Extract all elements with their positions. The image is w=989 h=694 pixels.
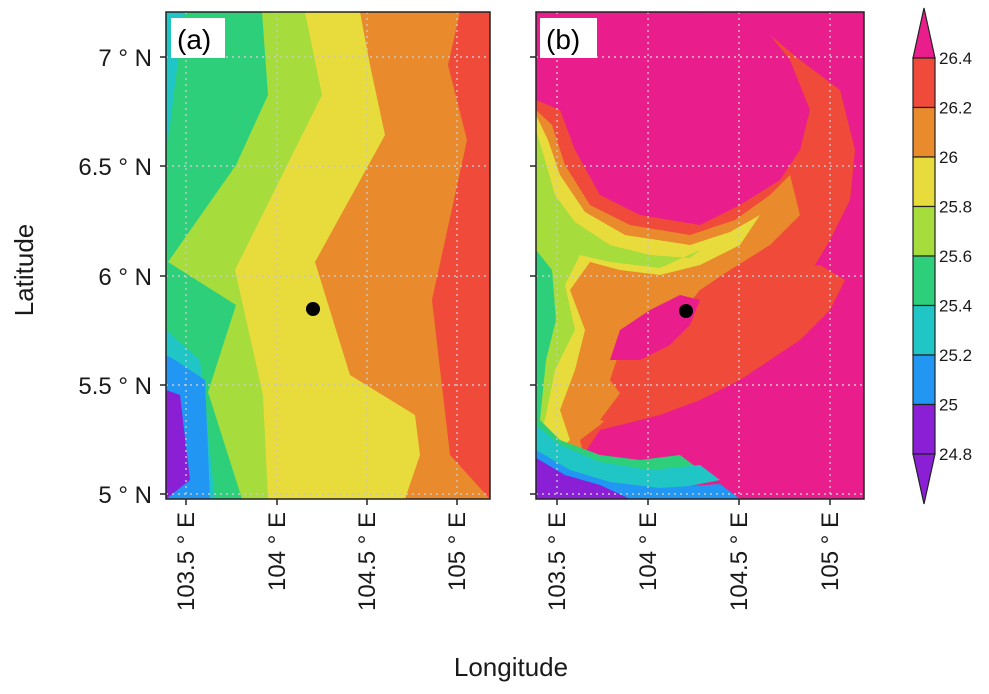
station-marker-a bbox=[306, 302, 320, 316]
colorbar-label: 25 bbox=[939, 396, 958, 415]
lon-tick-label: 105 ° E bbox=[444, 512, 471, 591]
panel-a-grid bbox=[166, 12, 490, 499]
station-marker-b bbox=[679, 304, 693, 318]
lon-ticks-b: 103.5 ° E 104 ° E 104.5 ° E 105 ° E bbox=[544, 499, 844, 611]
lat-tick-label: 5 ° N bbox=[98, 482, 152, 509]
colorbar-label: 25.4 bbox=[939, 297, 972, 316]
colorbar-segment bbox=[912, 106, 936, 158]
panel-a: (a) 7 ° N 6.5 ° N 6 ° N 5.5 ° N 5 ° N 10… bbox=[78, 11, 491, 611]
panel-b-frame bbox=[535, 11, 865, 500]
panel-b-label: (b) bbox=[546, 24, 580, 55]
lon-tick-label: 104 ° E bbox=[264, 512, 291, 591]
lat-tick-label: 6 ° N bbox=[98, 264, 152, 291]
colorbar-segment bbox=[912, 354, 936, 406]
panel-a-label: (a) bbox=[177, 24, 211, 55]
lon-tick-label: 105 ° E bbox=[817, 512, 844, 591]
colorbar-extend-top bbox=[912, 7, 936, 59]
colorbar-extend-bottom bbox=[912, 453, 936, 505]
colorbar-segment bbox=[912, 205, 936, 257]
colorbar-segment bbox=[912, 156, 936, 208]
panel-a-map bbox=[166, 12, 490, 499]
lon-tick-label: 104.5 ° E bbox=[354, 512, 381, 611]
field-26.2-tongue bbox=[600, 265, 845, 425]
field-26.4-tongue bbox=[610, 295, 700, 360]
lon-tick-label: 104 ° E bbox=[635, 512, 662, 591]
field-26.4-north bbox=[560, 14, 790, 200]
lon-tick-label: 103.5 ° E bbox=[173, 512, 200, 611]
panel-a-label-box bbox=[171, 18, 225, 58]
panel-b: (b) 103.5 ° E 104 ° E 104.5 ° E 105 ° E bbox=[530, 11, 865, 611]
colorbar: 26.4 26.2 26 25.8 25.6 25.4 25.2 25 24.8 bbox=[912, 7, 972, 505]
lat-ticks-a: 7 ° N 6.5 ° N 6 ° N 5.5 ° N 5 ° N bbox=[78, 45, 166, 509]
colorbar-label: 26.2 bbox=[939, 99, 972, 118]
colorbar-label: 26 bbox=[939, 148, 958, 167]
colorbar-segment bbox=[912, 304, 936, 356]
colorbar-label: 25.8 bbox=[939, 198, 972, 217]
lat-tick-label: 6.5 ° N bbox=[78, 154, 152, 181]
panel-a-frame bbox=[165, 11, 491, 500]
lat-tick-label: 7 ° N bbox=[98, 45, 152, 72]
x-axis-title: Longitude bbox=[454, 652, 568, 682]
lat-ticks-b bbox=[530, 56, 536, 495]
y-axis-title: Latitude bbox=[9, 224, 39, 317]
panel-b-map bbox=[536, 12, 864, 499]
field-25.8 bbox=[536, 115, 760, 470]
lat-tick-label: 5.5 ° N bbox=[78, 373, 152, 400]
lon-ticks-a: 103.5 ° E 104 ° E 104.5 ° E 105 ° E bbox=[173, 499, 471, 611]
colorbar-label: 25.6 bbox=[939, 247, 972, 266]
band-25.0 bbox=[166, 390, 190, 499]
colorbar-label: 24.8 bbox=[939, 445, 972, 464]
colorbar-label: 26.4 bbox=[939, 49, 972, 68]
lon-tick-label: 103.5 ° E bbox=[544, 512, 571, 611]
lon-tick-label: 104.5 ° E bbox=[726, 512, 753, 611]
colorbar-segment bbox=[912, 255, 936, 307]
colorbar-segment bbox=[912, 403, 936, 455]
colorbar-label: 25.2 bbox=[939, 346, 972, 365]
field-24.8 bbox=[536, 458, 630, 499]
panel-b-label-box bbox=[540, 18, 597, 58]
colorbar-segment bbox=[912, 57, 936, 109]
